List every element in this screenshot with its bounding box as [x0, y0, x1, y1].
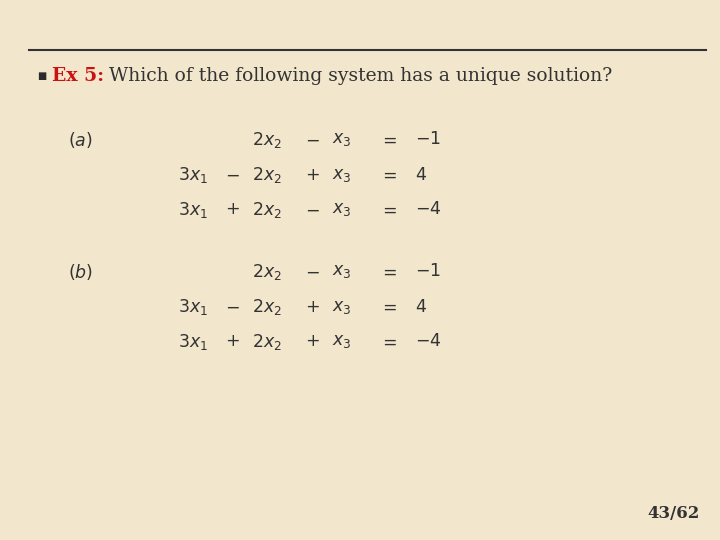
Text: $=$: $=$ [379, 334, 397, 350]
Text: $=$: $=$ [379, 299, 397, 315]
Text: $-1$: $-1$ [415, 132, 441, 148]
Text: $3x_1$: $3x_1$ [178, 165, 208, 185]
Text: $(b)$: $(b)$ [68, 262, 93, 282]
Text: $=$: $=$ [379, 264, 397, 280]
Text: $+$: $+$ [225, 334, 239, 350]
Text: $-1$: $-1$ [415, 264, 441, 280]
Text: $2x_2$: $2x_2$ [252, 200, 282, 220]
Text: ■: ■ [37, 71, 47, 80]
Text: $-$: $-$ [225, 166, 239, 184]
Text: $=$: $=$ [379, 201, 397, 219]
Text: $4$: $4$ [415, 166, 427, 184]
Text: Ex 5:: Ex 5: [52, 67, 104, 85]
Text: $=$: $=$ [379, 166, 397, 184]
Text: $-$: $-$ [305, 132, 320, 148]
Text: $x_3$: $x_3$ [332, 166, 351, 184]
Text: $(a)$: $(a)$ [68, 130, 93, 150]
Text: $x_3$: $x_3$ [332, 201, 351, 219]
Text: $+$: $+$ [305, 166, 320, 184]
Text: $2x_2$: $2x_2$ [252, 130, 282, 150]
Text: $=$: $=$ [379, 132, 397, 148]
Text: $-$: $-$ [225, 299, 239, 315]
Text: $3x_1$: $3x_1$ [178, 297, 208, 317]
Text: $2x_2$: $2x_2$ [252, 262, 282, 282]
Text: $x_3$: $x_3$ [332, 132, 351, 148]
Text: $3x_1$: $3x_1$ [178, 332, 208, 352]
Text: $-$: $-$ [305, 201, 320, 219]
Text: $+$: $+$ [225, 201, 239, 219]
Text: $2x_2$: $2x_2$ [252, 332, 282, 352]
Text: $-$: $-$ [305, 264, 320, 280]
Text: $+$: $+$ [305, 299, 320, 315]
Text: $3x_1$: $3x_1$ [178, 200, 208, 220]
Text: $-4$: $-4$ [415, 201, 441, 219]
Text: $-4$: $-4$ [415, 334, 441, 350]
Text: $x_3$: $x_3$ [332, 334, 351, 350]
Text: Which of the following system has a unique solution?: Which of the following system has a uniq… [103, 67, 612, 85]
Text: $2x_2$: $2x_2$ [252, 165, 282, 185]
Text: $x_3$: $x_3$ [332, 299, 351, 315]
Text: $+$: $+$ [305, 334, 320, 350]
Text: $2x_2$: $2x_2$ [252, 297, 282, 317]
Text: $x_3$: $x_3$ [332, 264, 351, 280]
Text: 43/62: 43/62 [647, 505, 700, 522]
Text: $4$: $4$ [415, 299, 427, 315]
